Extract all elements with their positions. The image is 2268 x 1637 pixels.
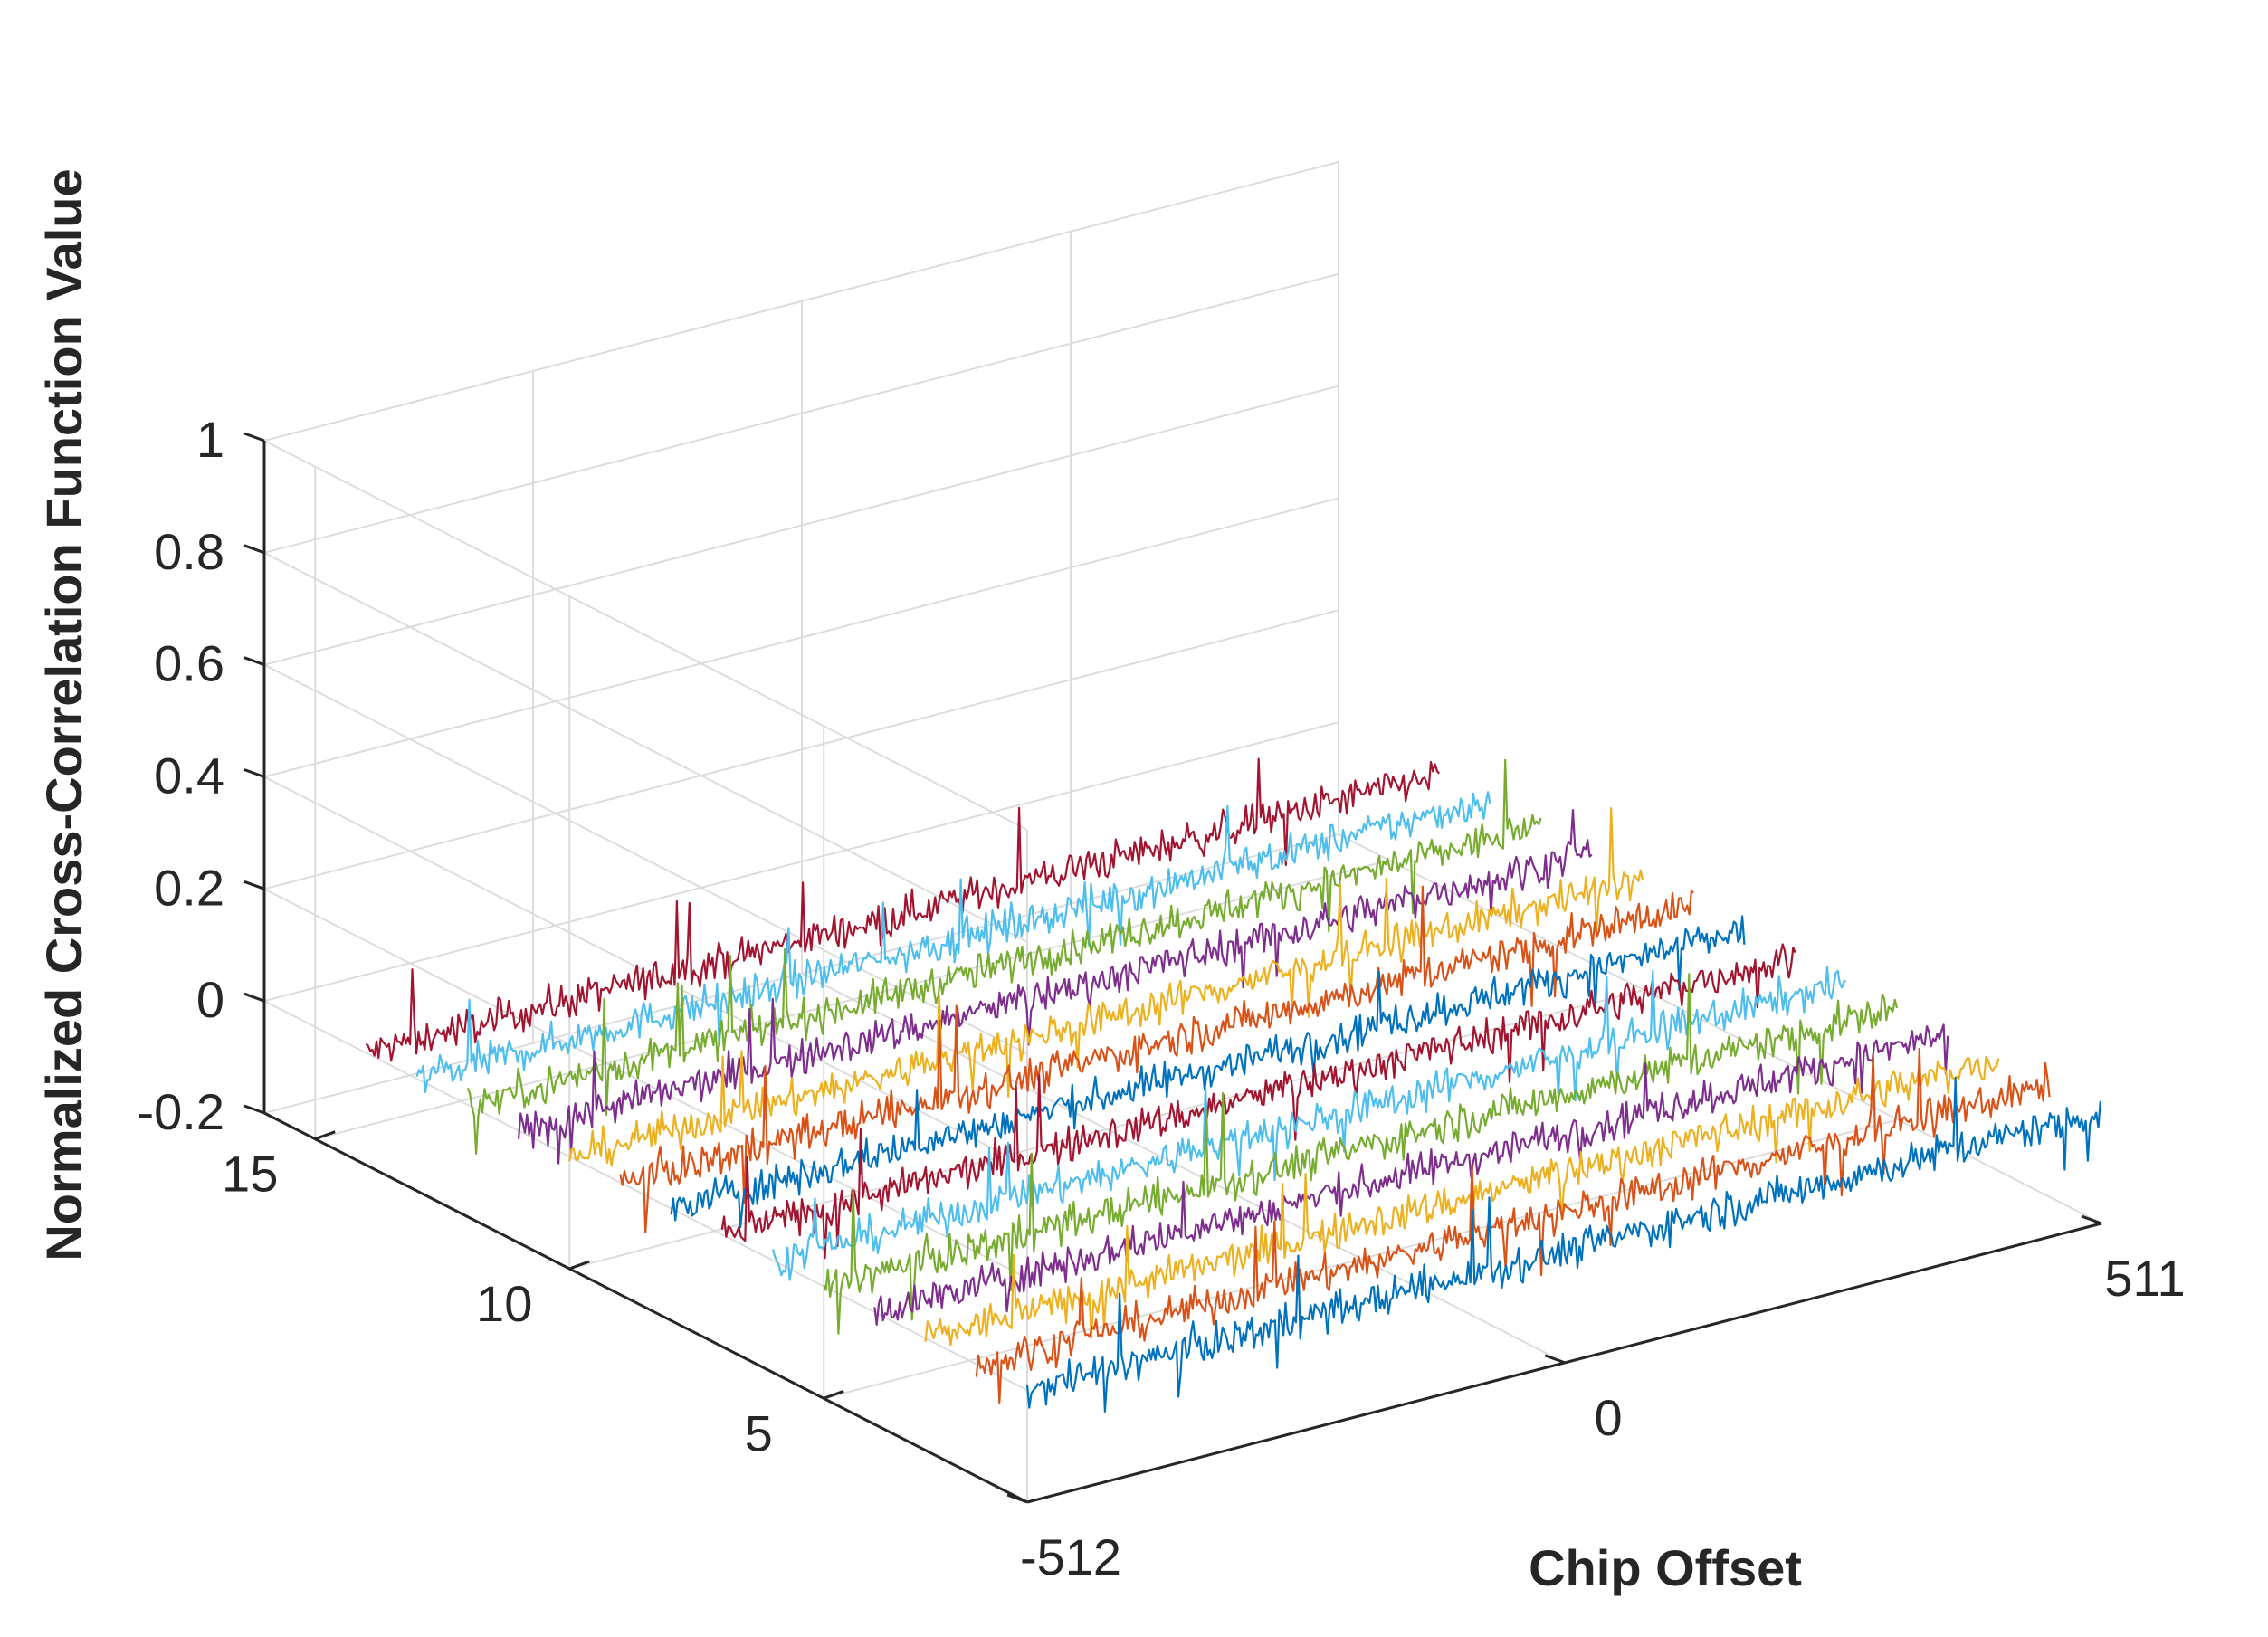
y-tick-label: 15 xyxy=(222,1146,278,1203)
z-tick-label: 0.2 xyxy=(154,859,224,916)
z-tick-mark xyxy=(243,432,265,443)
series-line-10 xyxy=(568,807,1644,1167)
y-tick-label: 5 xyxy=(745,1404,773,1461)
z-tick-label: 0.6 xyxy=(154,635,224,692)
series-line-4 xyxy=(873,1023,1949,1326)
y-tick-label: 10 xyxy=(476,1275,532,1332)
gridline-z xyxy=(263,551,1028,943)
series-line-2 xyxy=(975,1047,2051,1404)
series-line-11 xyxy=(517,809,1593,1165)
z-tick-label: 1 xyxy=(196,411,224,468)
gridline-z xyxy=(263,888,1028,1280)
z-axis-title: Normalized Cross-Correlation Function Va… xyxy=(35,168,92,1261)
gridline-z xyxy=(263,440,1028,831)
series-line-3 xyxy=(924,1055,2000,1347)
y-axis-line xyxy=(263,1111,1028,1504)
z-tick-label: 0 xyxy=(196,971,224,1028)
series-line-12 xyxy=(466,758,1542,1155)
gridline-z xyxy=(263,1000,1028,1392)
gridline-y-floor xyxy=(568,989,1644,1270)
x-tick-label: 0 xyxy=(1595,1389,1623,1446)
y-tick-mark xyxy=(568,1260,590,1271)
series-line-6 xyxy=(771,966,1846,1281)
z-tick-mark xyxy=(243,768,265,778)
x-tick-mark xyxy=(1544,1354,1566,1365)
series-layer xyxy=(365,757,2101,1413)
series-line-13 xyxy=(415,791,1491,1093)
x-tick-mark xyxy=(1006,1493,1028,1504)
series-line-7 xyxy=(720,943,1796,1260)
series-line-8 xyxy=(670,915,1746,1229)
gridline-z xyxy=(263,776,1028,1167)
z-tick-label: 0.8 xyxy=(154,523,224,580)
y-tick-mark xyxy=(823,1389,844,1400)
series-line-5 xyxy=(823,973,1899,1335)
gridline-x-floor xyxy=(801,972,1566,1364)
z-tick-mark xyxy=(243,1104,265,1115)
series-line-9 xyxy=(619,885,1694,1233)
z-tick-mark xyxy=(243,880,265,890)
x-axis-title: Chip Offset xyxy=(1529,1539,1802,1596)
z-tick-mark xyxy=(243,544,265,555)
series-line-1 xyxy=(1025,1077,2101,1413)
z-tick-mark xyxy=(243,992,265,1003)
x-tick-label: 511 xyxy=(2104,1250,2185,1307)
x-tick-label: -512 xyxy=(1020,1528,1121,1585)
gridline-y-floor xyxy=(823,1118,1899,1400)
y-tick-mark xyxy=(314,1130,336,1141)
x-tick-mark xyxy=(2081,1214,2102,1225)
z-tick-mark xyxy=(243,656,265,667)
gridline-x-floor xyxy=(1338,833,2102,1224)
axes-layer xyxy=(243,432,2102,1504)
z-tick-label: 0.4 xyxy=(154,747,224,804)
z-tick-label: -0.2 xyxy=(138,1083,225,1140)
series-line-14 xyxy=(365,757,1441,1062)
